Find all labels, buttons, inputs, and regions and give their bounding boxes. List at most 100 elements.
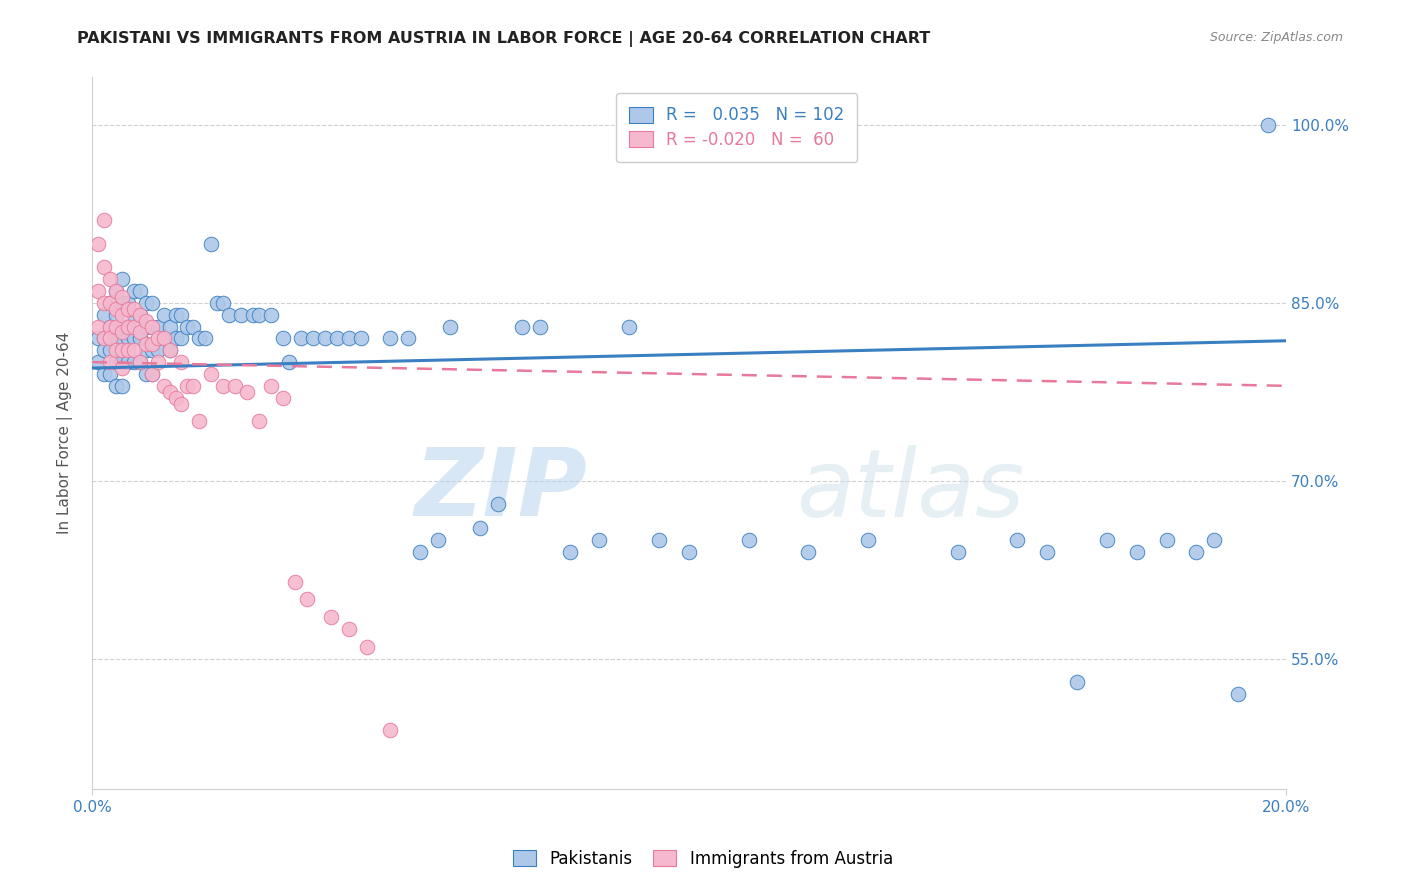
Point: [141, 295, 163, 310]
Point: [111, 326, 134, 340]
Point: [117, 319, 139, 334]
Point: [146, 319, 169, 334]
Point: [337, 331, 360, 345]
Point: [104, 379, 127, 393]
Point: [558, 545, 581, 559]
Point: [183, 379, 205, 393]
Point: [207, 295, 229, 310]
Point: [1257, 118, 1279, 132]
Point: [409, 545, 432, 559]
Point: [93, 212, 115, 227]
Point: [260, 379, 283, 393]
Point: [1156, 533, 1178, 547]
Point: [356, 640, 378, 654]
Point: [486, 498, 509, 512]
Point: [104, 343, 127, 358]
Y-axis label: In Labor Force | Age 20-64: In Labor Force | Age 20-64: [58, 332, 73, 534]
Point: [188, 331, 211, 345]
Point: [93, 260, 115, 275]
Point: [117, 331, 139, 345]
Point: [188, 414, 211, 428]
Point: [946, 545, 969, 559]
Point: [648, 533, 671, 547]
Point: [396, 331, 419, 345]
Point: [1095, 533, 1118, 547]
Point: [290, 331, 312, 345]
Point: [271, 391, 294, 405]
Point: [271, 331, 294, 345]
Point: [128, 308, 150, 322]
Point: [427, 533, 450, 547]
Point: [159, 384, 181, 399]
Point: [111, 355, 134, 369]
Point: [146, 331, 169, 345]
Point: [122, 319, 145, 334]
Point: [678, 545, 700, 559]
Point: [200, 367, 222, 381]
Point: [87, 236, 110, 251]
Point: [117, 343, 139, 358]
Point: [170, 397, 193, 411]
Point: [117, 355, 139, 369]
Point: [183, 319, 205, 334]
Point: [1007, 533, 1029, 547]
Point: [111, 343, 134, 358]
Point: [98, 319, 121, 334]
Point: [1204, 533, 1226, 547]
Text: Source: ZipAtlas.com: Source: ZipAtlas.com: [1209, 31, 1343, 45]
Point: [141, 319, 163, 334]
Point: [128, 308, 150, 322]
Point: [152, 379, 174, 393]
Point: [98, 295, 121, 310]
Point: [104, 331, 127, 345]
Point: [122, 284, 145, 298]
Point: [98, 319, 121, 334]
Point: [87, 355, 110, 369]
Point: [295, 592, 318, 607]
Point: [111, 319, 134, 334]
Point: [212, 295, 235, 310]
Point: [218, 308, 240, 322]
Point: [117, 295, 139, 310]
Point: [212, 379, 235, 393]
Point: [619, 319, 641, 334]
Point: [111, 295, 134, 310]
Point: [247, 308, 270, 322]
Point: [135, 295, 157, 310]
Point: [319, 610, 342, 624]
Point: [314, 331, 336, 345]
Point: [117, 301, 139, 316]
Point: [737, 533, 759, 547]
Point: [236, 384, 259, 399]
Point: [380, 723, 402, 737]
Point: [93, 308, 115, 322]
Point: [247, 414, 270, 428]
Point: [1185, 545, 1208, 559]
Point: [135, 367, 157, 381]
Point: [1066, 675, 1088, 690]
Point: [93, 295, 115, 310]
Point: [111, 308, 134, 322]
Point: [439, 319, 461, 334]
Point: [170, 331, 193, 345]
Point: [146, 355, 169, 369]
Point: [104, 301, 127, 316]
Point: [588, 533, 610, 547]
Point: [224, 379, 246, 393]
Point: [152, 331, 174, 345]
Point: [104, 355, 127, 369]
Point: [111, 331, 134, 345]
Point: [231, 308, 253, 322]
Point: [98, 272, 121, 286]
Point: [260, 308, 283, 322]
Point: [128, 284, 150, 298]
Point: [176, 379, 198, 393]
Point: [87, 319, 110, 334]
Point: [325, 331, 347, 345]
Point: [529, 319, 551, 334]
Point: [194, 331, 217, 345]
Point: [170, 308, 193, 322]
Point: [98, 343, 121, 358]
Point: [159, 319, 181, 334]
Point: [176, 319, 198, 334]
